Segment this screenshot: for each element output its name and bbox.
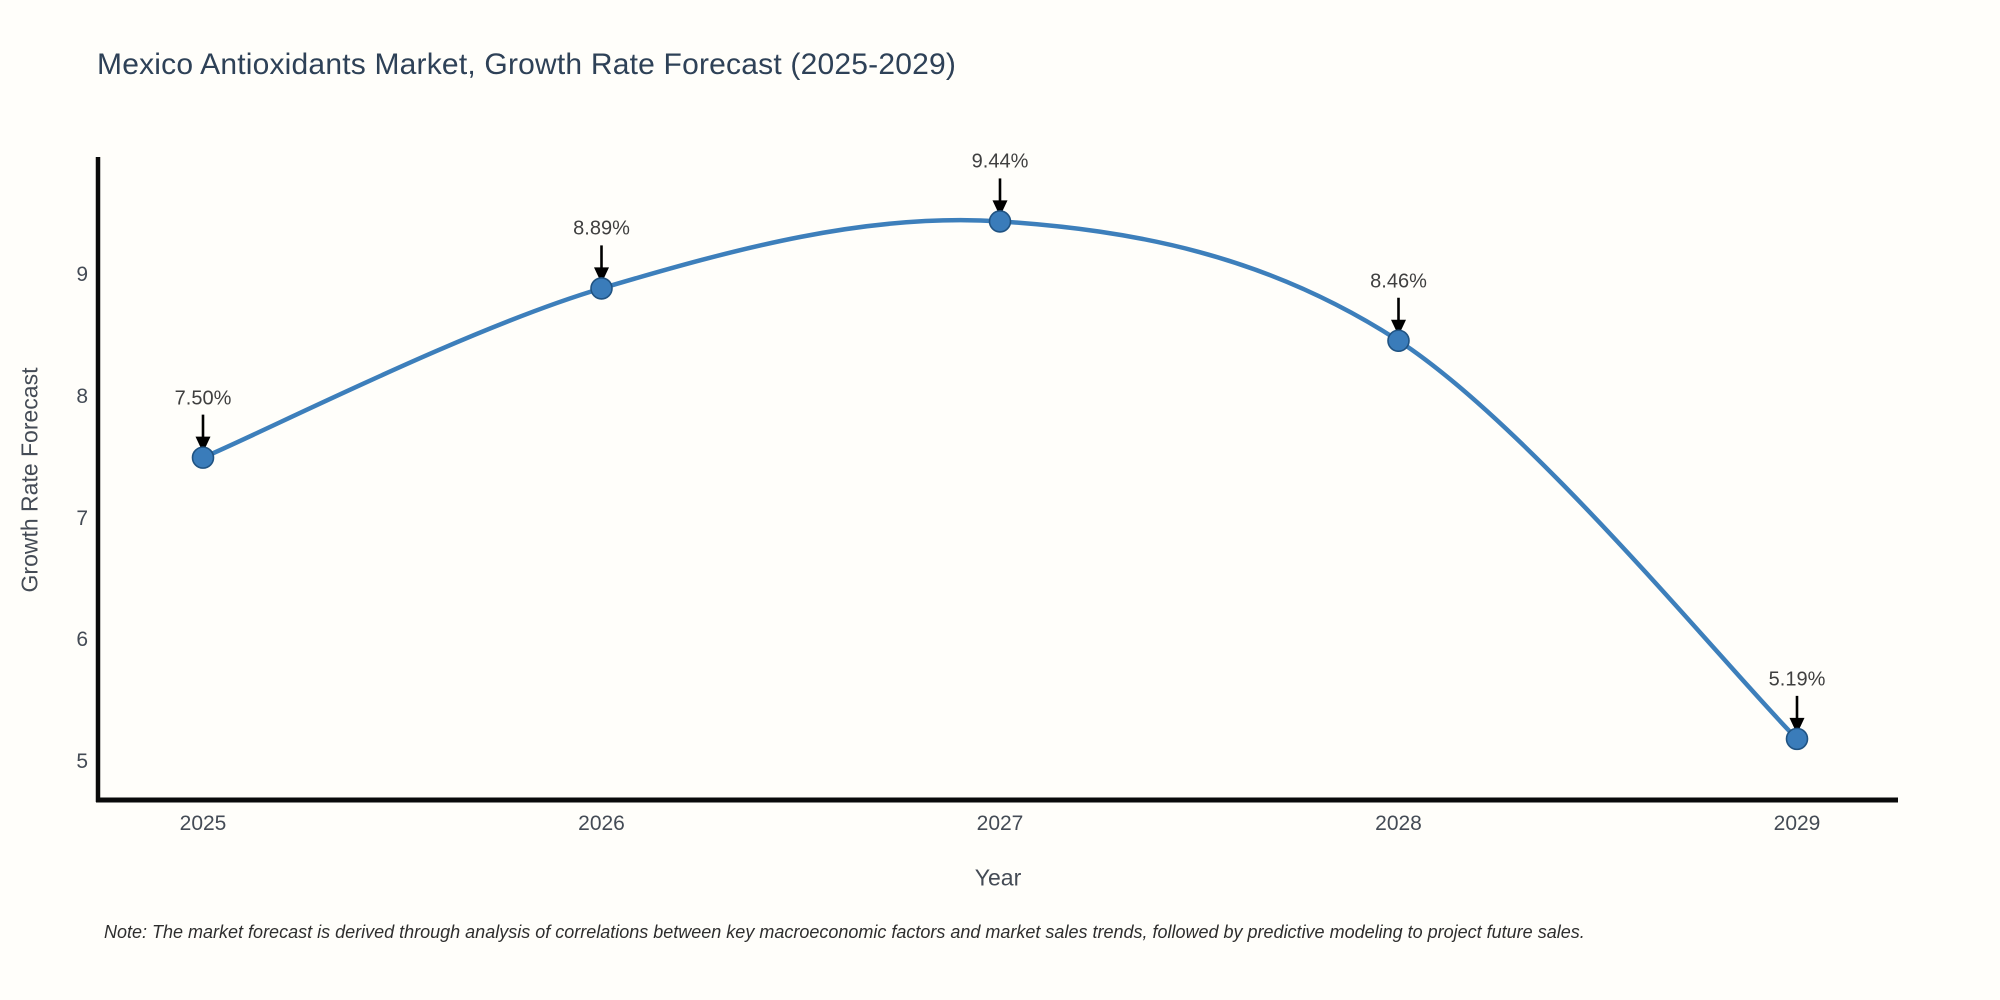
data-point-marker bbox=[590, 277, 613, 300]
footnote: Note: The market forecast is derived thr… bbox=[104, 922, 1585, 942]
point-annotation-label: 8.89% bbox=[573, 217, 630, 240]
x-tick-label: 2026 bbox=[578, 812, 625, 835]
y-tick-label: 6 bbox=[76, 628, 88, 652]
annotation-arrowhead-icon bbox=[992, 200, 1008, 217]
x-tick-label: 2025 bbox=[179, 812, 227, 835]
point-annotation-label: 9.44% bbox=[971, 150, 1029, 173]
x-axis-title: Year bbox=[974, 864, 1022, 891]
forecast-curve-line bbox=[200, 217, 1800, 742]
point-annotation-label: 7.50% bbox=[174, 387, 232, 410]
data-point-marker bbox=[1785, 727, 1809, 751]
y-axis-title: Growth Rate Forecast bbox=[16, 367, 43, 593]
y-tick-label: 9 bbox=[76, 263, 88, 286]
x-tick-label: 2029 bbox=[1773, 812, 1821, 835]
data-point-marker bbox=[988, 210, 1012, 233]
annotation-arrowhead-icon bbox=[195, 436, 211, 453]
annotation-arrowhead-icon bbox=[594, 267, 609, 284]
point-annotation-label: 5.19% bbox=[1768, 668, 1826, 691]
annotation-arrowhead-icon bbox=[1391, 319, 1406, 336]
annotation-arrowhead-icon bbox=[1789, 717, 1805, 734]
data-point-marker bbox=[1387, 329, 1410, 353]
data-point-marker bbox=[191, 446, 215, 469]
x-tick-label: 2028 bbox=[1375, 812, 1422, 835]
y-tick-label: 8 bbox=[76, 384, 88, 408]
point-annotation-label: 8.46% bbox=[1370, 270, 1427, 293]
x-tick-label: 2027 bbox=[976, 812, 1024, 835]
y-tick-label: 5 bbox=[76, 750, 88, 773]
y-tick-label: 7 bbox=[76, 506, 88, 530]
chart-title: Mexico Antioxidants Market, Growth Rate … bbox=[97, 48, 957, 81]
